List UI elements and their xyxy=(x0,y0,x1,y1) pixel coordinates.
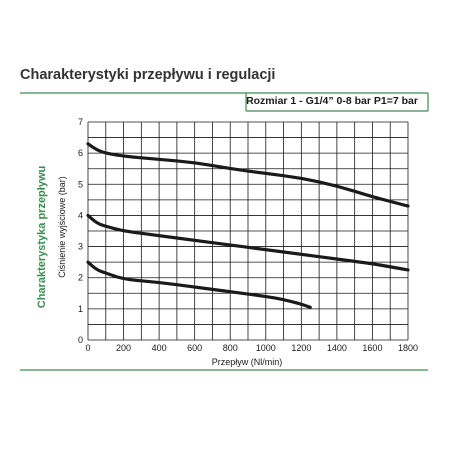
y-tick-label: 3 xyxy=(78,242,83,252)
y-tick-label: 2 xyxy=(78,273,83,283)
series-line-2 xyxy=(86,213,410,272)
x-tick-label: 1000 xyxy=(256,343,276,353)
y-tick-label: 4 xyxy=(78,210,83,220)
x-tick-label: 0 xyxy=(85,343,90,353)
y-tick-label: 0 xyxy=(78,335,83,345)
x-axis-label: Przepływ (Nl/min) xyxy=(212,357,283,367)
x-tick-label: 1800 xyxy=(398,343,418,353)
x-tick-label: 1400 xyxy=(327,343,347,353)
y-tick-label: 7 xyxy=(78,117,83,127)
chart-title: Rozmiar 1 - G1/4” 0-8 bar P1=7 bar xyxy=(246,95,418,107)
x-tick-label: 1600 xyxy=(362,343,382,353)
x-tick-label: 1200 xyxy=(291,343,311,353)
series-line-1 xyxy=(86,142,410,208)
y-tick-label: 6 xyxy=(78,148,83,158)
y-tick-label: 5 xyxy=(78,179,83,189)
x-tick-label: 800 xyxy=(223,343,238,353)
x-tick-label: 600 xyxy=(187,343,202,353)
x-tick-label: 200 xyxy=(116,343,131,353)
y-axis-label: Ciśnienie wyjściowe (bar) xyxy=(57,176,67,278)
series-line-3 xyxy=(86,260,312,309)
page-title: Charakterystyki przepływu i regulacji xyxy=(20,67,276,83)
x-tick-label: 400 xyxy=(152,343,167,353)
y-tick-label: 1 xyxy=(78,304,83,314)
